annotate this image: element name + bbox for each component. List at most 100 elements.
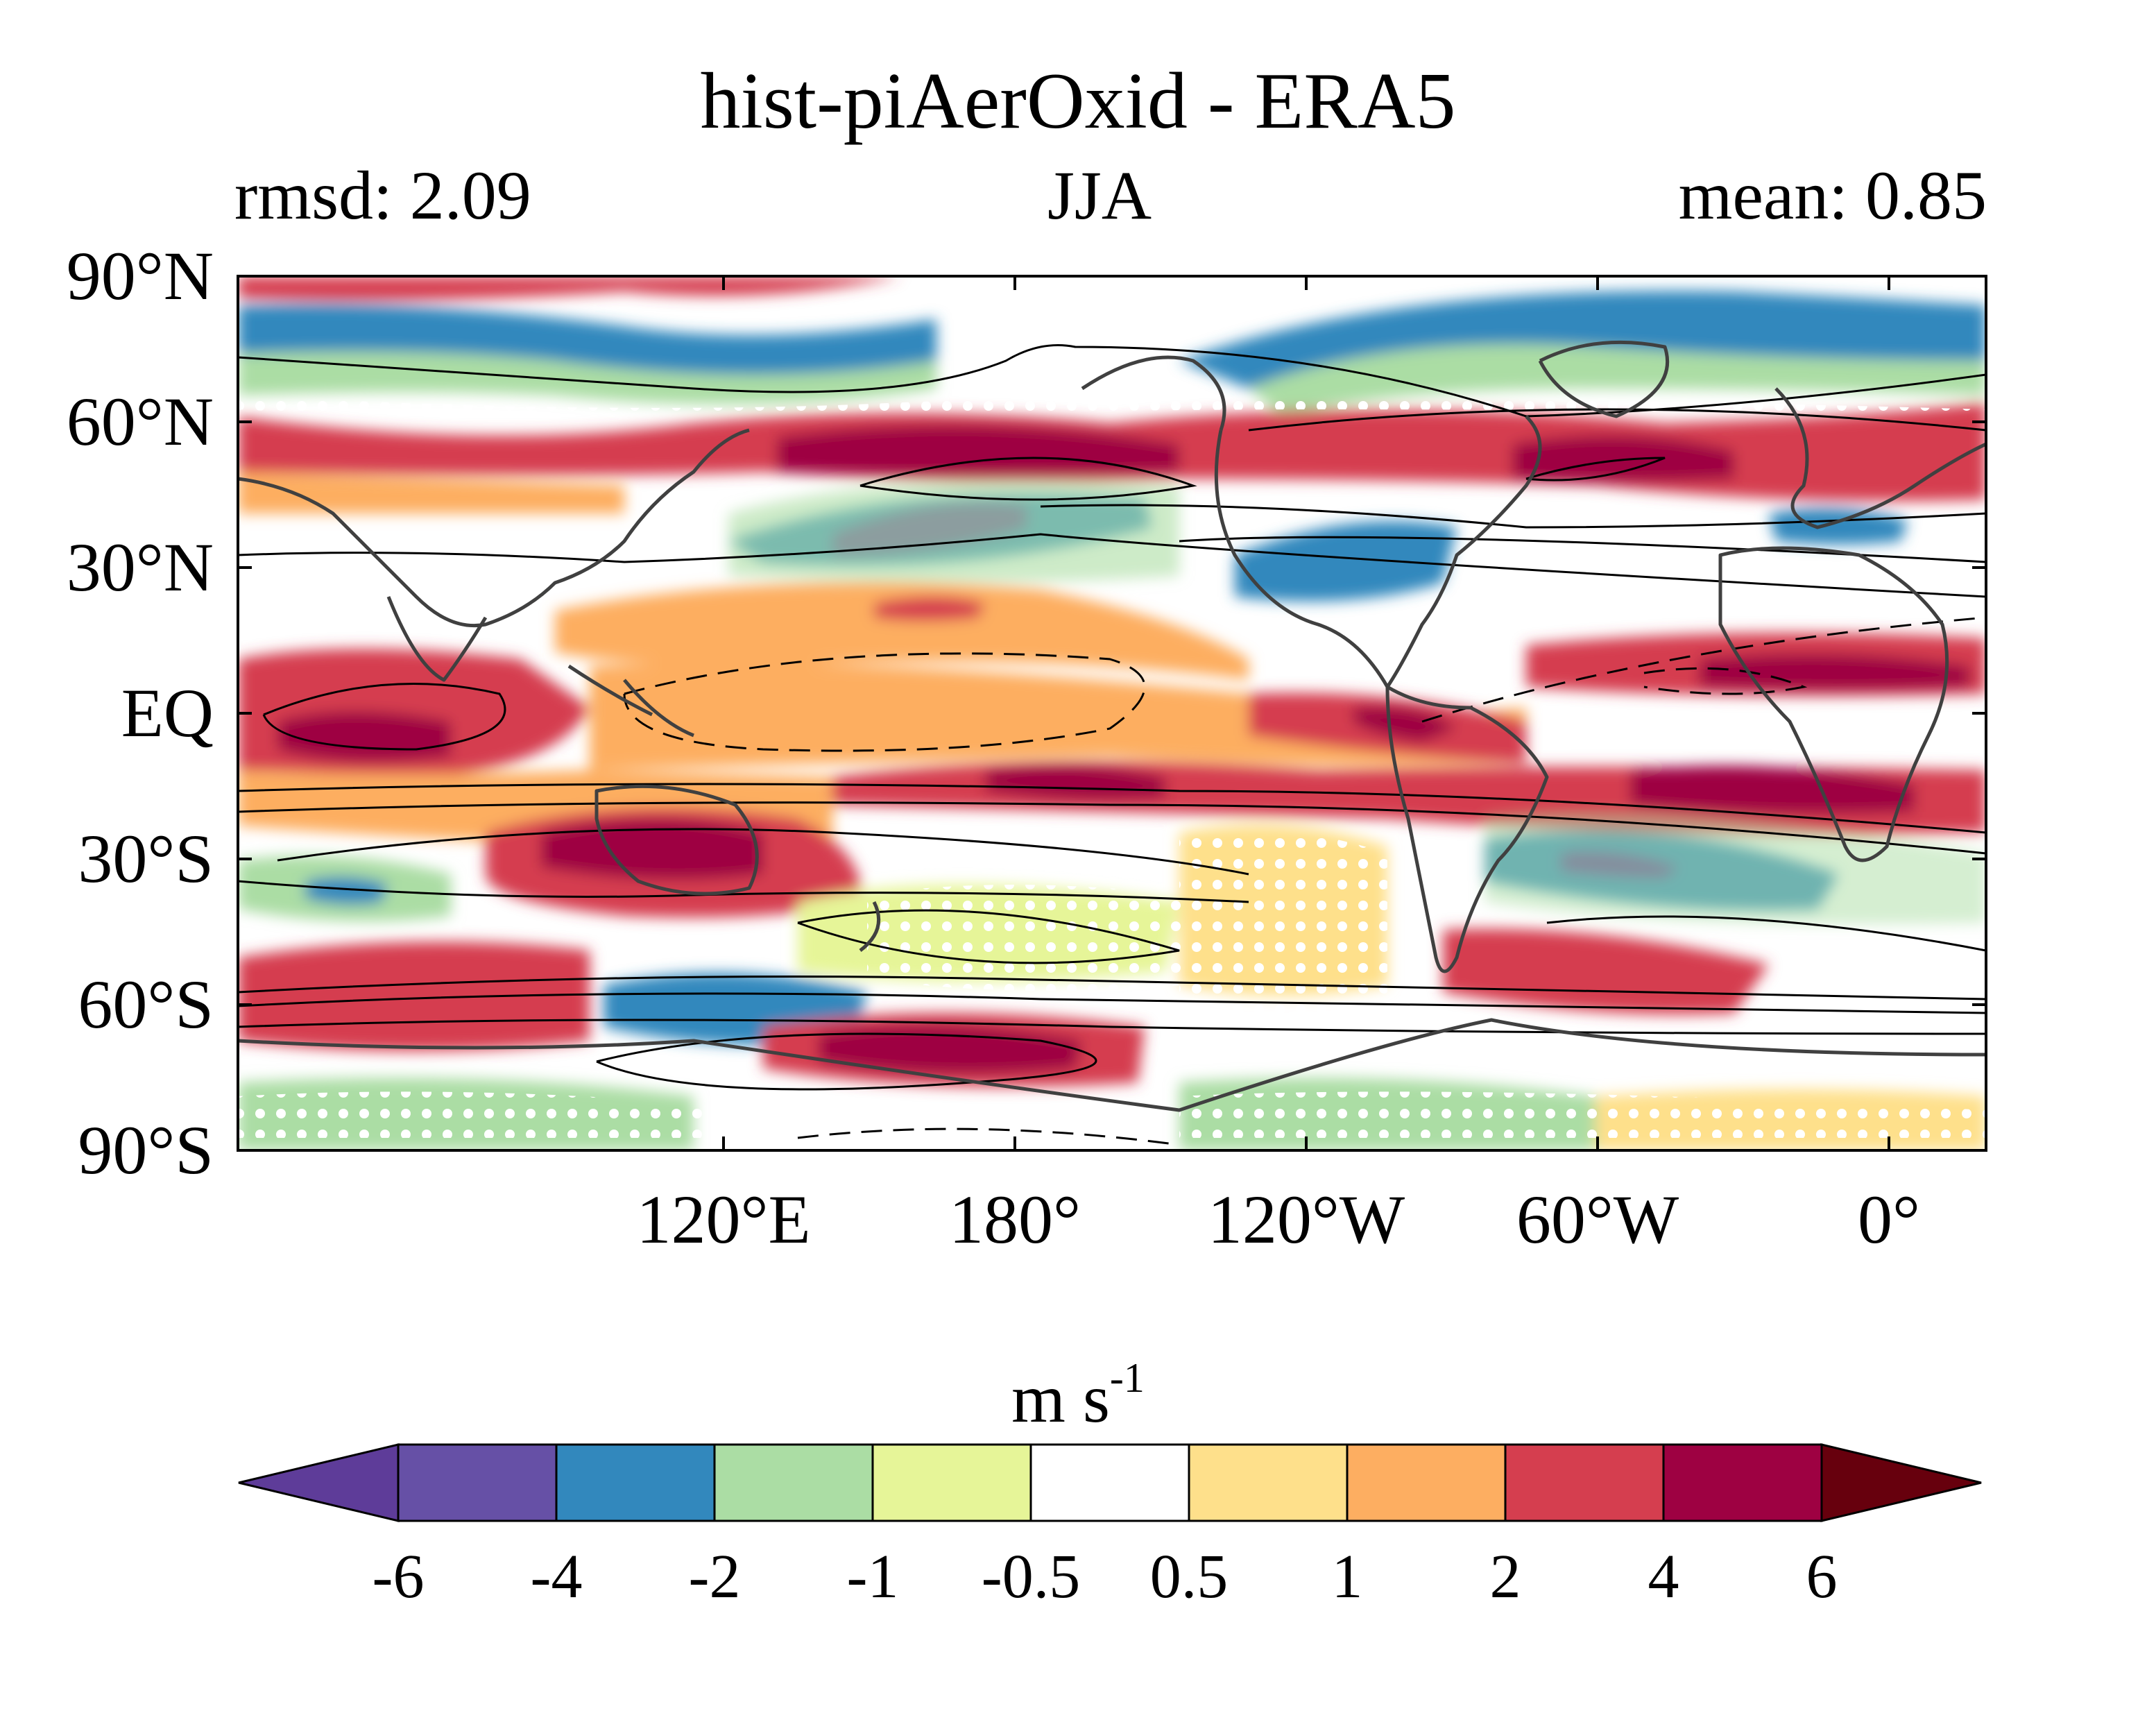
lat-tick-label: 30°S — [78, 820, 214, 897]
contour-south-jet-1 — [238, 783, 1986, 834]
colorbar-bin — [397, 1443, 558, 1522]
coast-north-america — [1214, 415, 1542, 689]
lon-tick-label: 120°W — [1207, 1181, 1405, 1258]
coast-maritime — [567, 664, 694, 738]
colorbar-bin — [713, 1443, 874, 1522]
coast-antarctica — [238, 1018, 1986, 1112]
unit-base: m s — [1011, 1360, 1110, 1437]
contour-south-jet-3 — [277, 828, 1249, 876]
lon-tick-label: 120°E — [636, 1181, 811, 1258]
anomaly-equator-east-darkred — [1353, 706, 1457, 742]
coast-europe — [1774, 387, 1986, 529]
anomaly-europe-orange — [238, 472, 624, 513]
contour-southern-2 — [238, 992, 1986, 1014]
lat-tick-label: 90°S — [78, 1112, 214, 1189]
colorbar-level-label: -0.5 — [981, 1542, 1081, 1611]
dashed-africa — [1643, 667, 1808, 695]
anomaly-arctic-red — [238, 276, 902, 301]
stipple-south-pacific-east — [1179, 828, 1387, 1018]
colorbar-bin — [1188, 1443, 1349, 1522]
colorbar-bin — [871, 1443, 1032, 1522]
contour-south-atlantic-loop — [1546, 915, 1986, 952]
unit-exponent: -1 — [1109, 1355, 1145, 1401]
coast-africa — [1718, 546, 1949, 862]
contour-north-jet — [859, 457, 1197, 501]
coast-asia — [238, 428, 750, 628]
colorbar-level-label: -6 — [372, 1542, 425, 1611]
lat-tick-label: 60°N — [66, 383, 214, 460]
colorbar-level-label: 4 — [1648, 1542, 1679, 1611]
rmsd-label: rmsd: 2.09 — [234, 157, 531, 234]
colorbar-bin — [1662, 1443, 1823, 1522]
lat-tick-label: 30°N — [66, 529, 214, 606]
colorbar-unit: m s-1 — [0, 1355, 2156, 1438]
stipple-north-60 — [238, 395, 1986, 422]
colorbar-level-label: 0.5 — [1149, 1542, 1229, 1611]
lon-tick-label: 60°W — [1516, 1181, 1679, 1258]
anomaly-europe-blue — [1769, 508, 1908, 545]
contour-southern-3 — [238, 1019, 1986, 1035]
anomaly-south-tropic-darkred — [985, 765, 1165, 801]
colorbar-bin — [555, 1443, 716, 1522]
anomaly-arctic-green-east — [1249, 344, 1986, 416]
anomaly-arctic-blue-west — [238, 304, 936, 375]
anomaly-north-atlantic-darkred — [1512, 435, 1734, 482]
dashed-antarctic — [797, 1127, 1180, 1146]
anomaly-north-pacific-darkred — [777, 425, 1179, 475]
anomaly-australia-darkred — [541, 819, 763, 880]
lat-tick-label: 60°S — [78, 966, 214, 1043]
negative-contours — [623, 616, 1986, 1146]
lat-tick-label: EQ — [121, 674, 214, 751]
colorbar-extend-low — [238, 1443, 400, 1522]
dashed-atlantic — [1421, 616, 1986, 723]
contour-north-atlantic-2 — [1525, 457, 1666, 482]
coast-new-zealand — [859, 901, 881, 952]
coast-australia — [594, 784, 759, 896]
anomaly-south-atlantic-darkred — [1630, 765, 1915, 815]
contour-southern-1 — [238, 976, 1986, 1001]
coast-alaska — [1081, 355, 1226, 431]
mean-label: mean: 0.85 — [1678, 157, 1987, 234]
lat-ticks — [238, 275, 1986, 1152]
anomaly-equator-west-darkred — [277, 711, 451, 762]
colorbar — [238, 1443, 1982, 1522]
contour-antarctic-loop — [596, 1032, 1097, 1091]
contour-arctic — [238, 344, 1986, 418]
stipple-antarctic — [238, 1091, 763, 1138]
anomaly-south-indian-blue — [305, 876, 388, 905]
colorbar-bin — [1029, 1443, 1190, 1522]
anomaly-subtropic-red — [874, 597, 985, 621]
contour-north-atlantic-1 — [1248, 408, 1986, 432]
contour-south-pacific-loop — [797, 909, 1180, 964]
contour-subtropic-2 — [1179, 536, 1986, 563]
dashed-west-pacific — [623, 652, 1146, 752]
coast-greenland — [1538, 340, 1670, 418]
lon-tick-label: 180° — [949, 1181, 1081, 1258]
lon-tick-label: 0° — [1858, 1181, 1920, 1258]
contour-equator-west — [262, 682, 506, 751]
anomaly-field — [238, 276, 1986, 1150]
anomaly-africa-darkred — [1700, 654, 1970, 690]
coast-south-america — [1385, 685, 1549, 973]
climatology-contours — [238, 344, 1986, 1091]
colorbar-level-label: 6 — [1806, 1542, 1838, 1611]
anomaly-north-america-blue — [1235, 521, 1457, 602]
stipple-antarctic-east — [1179, 1091, 1986, 1138]
colorbar-level-label: -1 — [846, 1542, 899, 1611]
anomaly-arctic-blue-east — [1179, 291, 1986, 389]
contour-subtropic-1 — [1040, 504, 1986, 529]
contour-south-jet-2 — [238, 801, 1986, 855]
coast-india — [386, 596, 488, 682]
colorbar-level-label: -2 — [688, 1542, 741, 1611]
colorbar-bin — [1504, 1443, 1665, 1522]
colorbar-level-label: -4 — [530, 1542, 583, 1611]
colorbar-level-label: 1 — [1331, 1542, 1363, 1611]
figure-title: hist-piAerOxid - ERA5 — [700, 57, 1456, 146]
coastlines — [238, 340, 1986, 1112]
anomaly-southern-ocean-darkred — [819, 1025, 1082, 1074]
colorbar-bin — [1346, 1443, 1507, 1522]
anomaly-equator-orange — [590, 663, 1526, 770]
anomaly-subtropic-orange — [555, 583, 1249, 680]
colorbar-extend-high — [1820, 1443, 1982, 1522]
